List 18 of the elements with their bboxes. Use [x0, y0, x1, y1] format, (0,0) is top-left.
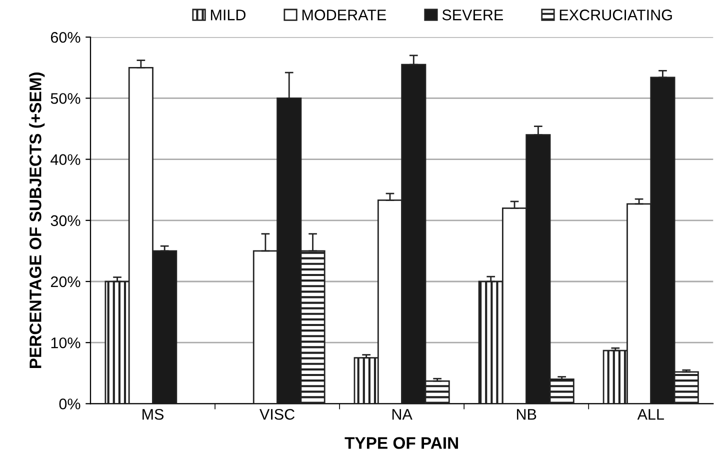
y-tick-label: 30% [50, 215, 80, 226]
y-tick-label: 40% [50, 154, 80, 165]
y-tick-label: 10% [51, 337, 80, 348]
y-axis-title: PERCENTAGE OF SUBJECTS (+SEM) [29, 72, 45, 368]
y-tick-label: 50% [50, 93, 80, 104]
y-tick-label: 20% [50, 276, 80, 288]
y-tick-label: 0% [59, 398, 80, 410]
legend-label: EXCRUCIATING [560, 10, 672, 20]
x-tick-label: MS [142, 408, 164, 420]
x-tick-label: NA [392, 409, 412, 420]
legend-label: MILD [210, 10, 246, 20]
y-tick-label: 60% [50, 32, 80, 43]
x-axis-title: TYPE OF PAIN [344, 437, 458, 449]
x-tick-label: ALL [637, 409, 664, 420]
legend-label: MODERATE [302, 10, 386, 20]
x-tick-label: NB [516, 409, 536, 420]
legend-label: SEVERE [442, 10, 504, 20]
x-tick-label: VISC [260, 408, 295, 420]
